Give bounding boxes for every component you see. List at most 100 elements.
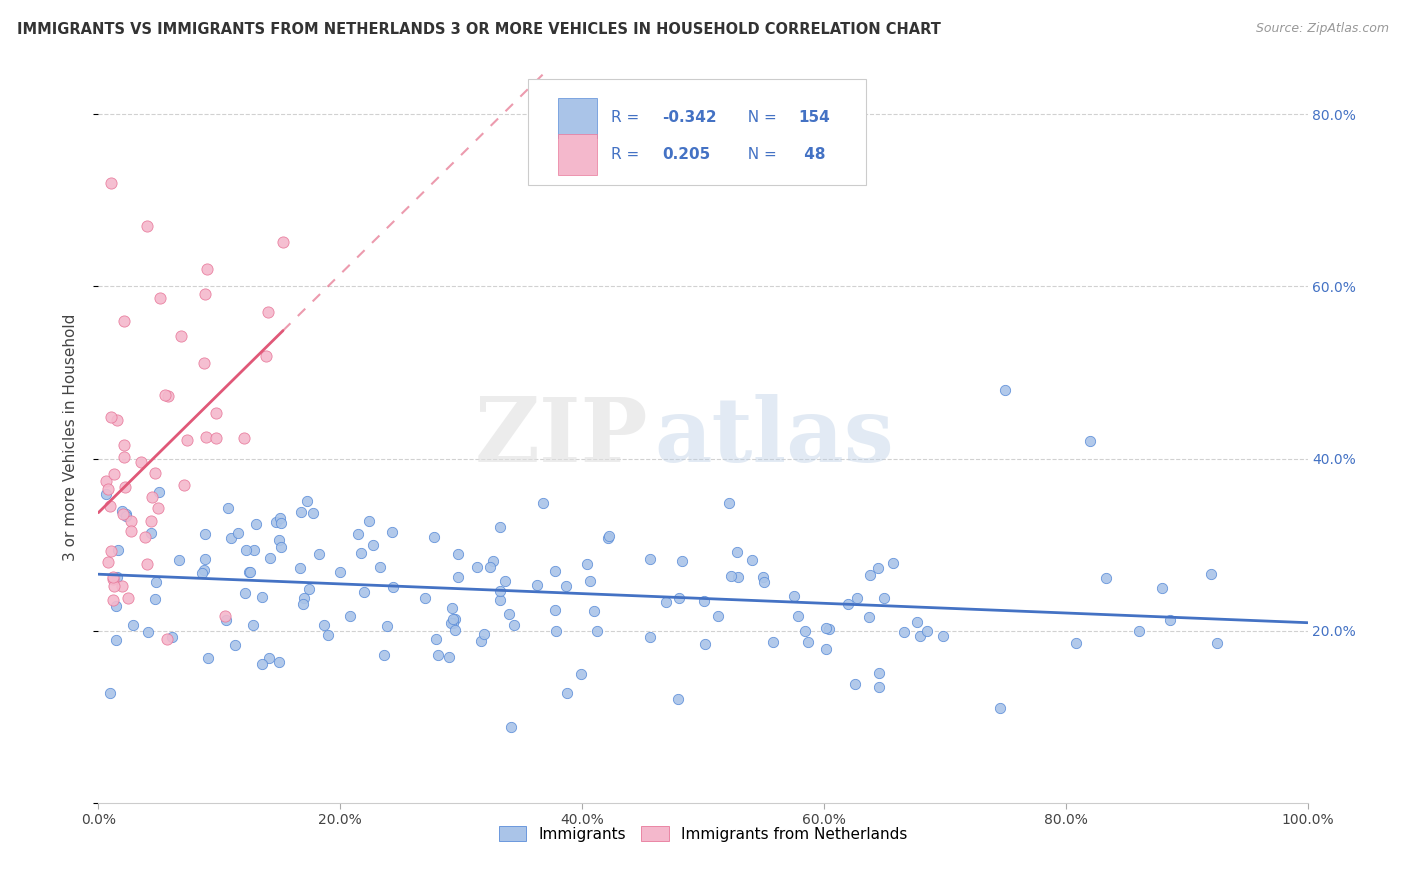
Point (214, 614, 236, 628)
Point (292, 591, 315, 606)
Point (797, 635, 820, 649)
Point (526, 578, 548, 592)
Point (232, 431, 254, 445)
Point (720, 569, 742, 583)
Point (576, 557, 599, 571)
Point (97, 556, 120, 570)
Point (440, 615, 463, 630)
Point (292, 598, 315, 612)
Point (204, 431, 226, 445)
Point (441, 600, 464, 615)
Point (844, 677, 866, 691)
Point (156, 632, 179, 647)
Point (381, 524, 404, 539)
Point (139, 514, 162, 528)
Point (555, 686, 578, 700)
Point (112, 450, 135, 464)
Point (761, 634, 783, 648)
Point (217, 501, 239, 516)
Point (350, 546, 373, 560)
Point (882, 556, 904, 570)
Point (270, 516, 292, 530)
Point (173, 478, 195, 492)
FancyBboxPatch shape (558, 98, 596, 138)
Text: N =: N = (738, 111, 782, 126)
Point (668, 591, 690, 606)
Point (668, 692, 690, 706)
Point (114, 480, 136, 494)
Point (205, 406, 228, 420)
Point (141, 490, 163, 504)
Point (908, 629, 931, 643)
Point (235, 543, 257, 558)
Point (479, 560, 502, 574)
Point (441, 611, 464, 625)
Point (193, 356, 215, 370)
Point (110, 579, 132, 593)
Point (145, 575, 167, 590)
Point (269, 655, 291, 669)
Point (752, 574, 775, 589)
Text: N =: N = (738, 147, 782, 162)
Point (219, 531, 242, 545)
Point (270, 541, 292, 555)
Point (98, 499, 121, 513)
Point (494, 574, 516, 589)
Point (569, 667, 592, 681)
Point (725, 545, 748, 559)
Point (347, 526, 370, 541)
Point (368, 559, 391, 574)
Point (426, 648, 449, 663)
Point (105, 632, 128, 647)
Y-axis label: 3 or more Vehicles in Household: 3 or more Vehicles in Household (63, 313, 77, 561)
Text: atlas: atlas (655, 393, 894, 481)
Point (316, 628, 339, 642)
Point (101, 570, 124, 584)
Point (256, 305, 278, 319)
Point (301, 506, 323, 520)
Text: ZIP: ZIP (475, 393, 648, 481)
Point (224, 638, 246, 652)
Point (846, 591, 869, 605)
Point (103, 592, 125, 607)
Point (425, 632, 447, 647)
Text: 154: 154 (799, 111, 831, 126)
Text: 0.205: 0.205 (662, 147, 710, 162)
Point (752, 570, 775, 584)
Point (441, 615, 464, 630)
FancyBboxPatch shape (558, 135, 596, 175)
Point (361, 538, 384, 552)
Point (837, 597, 859, 611)
Point (489, 584, 512, 599)
Point (94, 487, 117, 501)
Point (250, 657, 273, 672)
Point (598, 528, 620, 542)
Legend: Immigrants, Immigrants from Netherlands: Immigrants, Immigrants from Netherlands (492, 820, 914, 847)
Point (254, 349, 277, 363)
Text: Source: ZipAtlas.com: Source: ZipAtlas.com (1256, 22, 1389, 36)
Point (115, 508, 138, 522)
Point (472, 627, 495, 641)
Point (96, 483, 118, 497)
Point (741, 552, 763, 566)
Point (117, 591, 139, 606)
Point (233, 585, 256, 599)
Point (155, 388, 177, 402)
Point (160, 630, 183, 644)
Point (110, 504, 132, 518)
Point (814, 641, 837, 656)
Point (359, 514, 381, 528)
Point (382, 580, 405, 594)
Point (1206, 636, 1229, 650)
Point (197, 651, 219, 665)
Point (859, 568, 882, 582)
Point (104, 599, 127, 613)
Point (157, 389, 180, 403)
Point (100, 176, 122, 190)
Point (193, 563, 215, 577)
Point (194, 527, 217, 541)
Point (135, 219, 157, 234)
Point (214, 608, 236, 623)
Point (250, 590, 273, 604)
Point (194, 287, 217, 301)
